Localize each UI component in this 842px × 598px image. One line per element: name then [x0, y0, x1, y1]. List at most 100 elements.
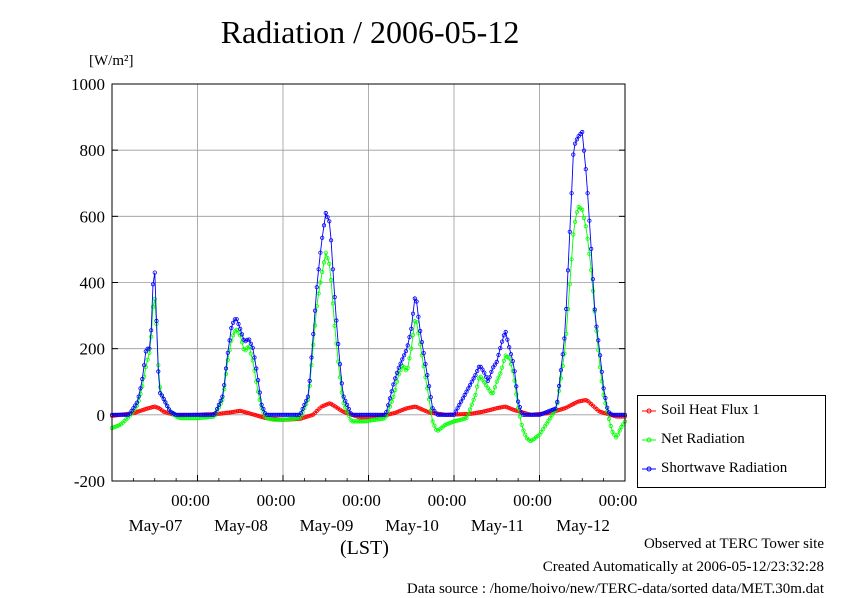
series-point-0	[601, 410, 606, 415]
series-point-1	[492, 385, 498, 390]
series-point-0	[403, 406, 408, 411]
series-point-2	[346, 406, 351, 412]
series-point-1	[589, 267, 594, 273]
series-point-2	[239, 332, 245, 337]
series-point-1	[337, 375, 343, 380]
series-point-2	[423, 361, 428, 367]
series-point-1	[569, 257, 574, 262]
series-point-2	[471, 376, 476, 381]
series-point-2	[234, 317, 239, 322]
x-axis-label: (LST)	[340, 537, 389, 559]
series-point-1	[498, 371, 503, 376]
series-point-2	[482, 370, 487, 375]
series-point-2	[428, 395, 433, 400]
series-point-0	[138, 408, 143, 413]
series-point-1	[480, 377, 485, 382]
series-point-0	[489, 407, 494, 412]
series-point-1	[558, 376, 564, 381]
series-point-2	[302, 402, 307, 407]
series-point-2	[384, 409, 389, 415]
x-tick-date-label: May-09	[300, 516, 354, 535]
series-point-2	[215, 406, 220, 412]
series-point-2	[325, 215, 330, 220]
series-point-2	[514, 384, 519, 389]
series-point-2	[300, 406, 305, 412]
series-point-0	[302, 415, 307, 420]
series-point-0	[305, 414, 310, 419]
series-point-1	[231, 333, 236, 338]
series-point-2	[553, 406, 558, 411]
series-point-1	[475, 384, 480, 389]
series-point-1	[597, 365, 603, 370]
series-point-1	[257, 397, 262, 402]
legend-swatch-soil-heat-flux	[642, 408, 656, 414]
series-point-1	[507, 356, 512, 361]
series-point-2	[398, 361, 403, 366]
plot-frame	[111, 83, 626, 482]
series-point-1	[409, 346, 414, 351]
series-point-0	[491, 406, 496, 412]
series-point-2	[163, 400, 168, 405]
series-point-1	[316, 291, 321, 296]
series-point-2	[572, 141, 578, 146]
series-point-2	[298, 411, 303, 416]
series-point-1	[432, 423, 437, 428]
series-point-1	[464, 416, 469, 421]
series-point-2	[419, 339, 424, 345]
series-point-1	[494, 379, 499, 384]
x-tick-date-label: May-07	[129, 516, 183, 535]
series-point-1	[391, 394, 396, 399]
series-point-2	[147, 346, 152, 351]
series-point-2	[129, 408, 134, 414]
series-point-2	[476, 364, 481, 369]
series-point-2	[410, 311, 416, 316]
series-point-2	[594, 324, 599, 329]
series-point-0	[145, 406, 150, 411]
series-point-2	[394, 370, 400, 375]
series-point-1	[389, 399, 394, 404]
series-point-2	[159, 393, 164, 398]
series-point-2	[136, 394, 141, 399]
series-point-0	[154, 405, 159, 410]
series-point-1	[467, 407, 473, 412]
series-point-1	[496, 375, 501, 380]
series-point-2	[605, 405, 610, 410]
series-point-2	[156, 369, 161, 374]
series-point-2	[494, 359, 499, 364]
series-point-0	[391, 411, 396, 416]
series-point-2	[580, 129, 585, 135]
series-point-1	[393, 387, 398, 393]
series-point-1	[469, 402, 474, 407]
series-point-1	[521, 428, 526, 433]
series-point-1	[225, 357, 230, 363]
legend-label-soil-heat-flux: Soil Heat Flux 1	[661, 402, 760, 418]
series-point-2	[295, 412, 300, 417]
series-point-2	[225, 350, 230, 355]
series-point-1	[466, 412, 471, 417]
series-point-2	[150, 282, 156, 287]
series-point-2	[517, 404, 523, 410]
series-point-1	[150, 304, 156, 309]
series-point-2	[380, 412, 385, 417]
series-point-1	[482, 380, 487, 385]
series-point-2	[154, 318, 159, 323]
series-point-1	[523, 432, 528, 437]
series-point-2	[220, 394, 225, 399]
series-point-1	[323, 250, 328, 255]
series-point-2	[451, 412, 457, 417]
series-point-1	[599, 379, 604, 384]
y-tick-label: 1000	[71, 75, 105, 94]
series-point-2	[457, 402, 462, 407]
y-tick-label: 200	[80, 340, 106, 359]
series-point-0	[487, 407, 492, 413]
y-tick-label: -200	[74, 472, 105, 491]
series-point-2	[590, 277, 596, 282]
y-tick-label: 0	[97, 406, 106, 425]
series-point-1	[519, 422, 524, 427]
series-point-2	[232, 317, 237, 322]
series-point-2	[307, 378, 312, 383]
y-tick-label: 400	[80, 274, 106, 293]
series-point-2	[510, 358, 515, 364]
series-point-2	[161, 396, 166, 402]
series-point-2	[405, 343, 410, 348]
